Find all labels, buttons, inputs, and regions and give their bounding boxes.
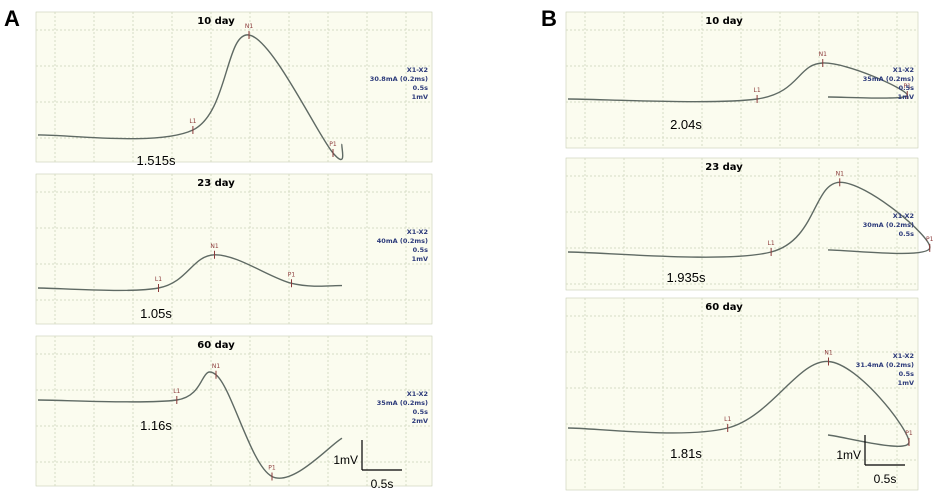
stimulus-info: X1-X2 [407,228,428,236]
panel-background [565,297,919,491]
stimulus-info: 30mA (0.2ms) [863,221,914,229]
marker-label: P1 [288,271,296,278]
marker-label: N1 [836,170,844,177]
day-label: 10 day [197,16,235,27]
stimulus-info: 30.8mA (0.2ms) [370,75,428,83]
marker-label: P1 [926,236,934,243]
marker-label: P1 [268,465,276,472]
scale-bar: 1mV 0.5s [333,440,402,491]
panel-background [565,157,919,291]
latency-label: 1.16s [140,418,172,433]
marker-label: P1 [905,430,913,437]
stimulus-info: 35mA (0.2ms) [377,399,428,407]
stimulus-info: 2mV [412,417,428,425]
day-label: 23 day [197,178,235,189]
panel-background [35,11,433,163]
marker-label: L1 [155,276,162,283]
marker-label: P1 [904,83,912,90]
scale-amplitude-label: 1mV [836,448,861,462]
scale-time-label: 0.5s [874,472,897,486]
stimulus-info: X1-X2 [407,390,428,398]
latency-label: 1.81s [670,446,702,461]
stimulus-info: 0.5s [413,84,429,92]
day-label: 10 day [705,16,743,27]
stimulus-info: X1-X2 [893,352,914,360]
stimulus-info: 1mV [898,93,914,101]
stimulus-info: 1mV [412,93,428,101]
stimulus-info: 0.5s [413,408,429,416]
stimulus-info: 40mA (0.2ms) [377,237,428,245]
scale-amplitude-label: 1mV [333,453,358,467]
panel-background [35,335,433,487]
scale-bar: 1mV 0.5s [836,435,905,486]
marker-label: N1 [819,51,827,58]
day-label: 60 day [197,340,235,351]
latency-label: 1.935s [666,270,706,285]
stimulus-info: 0.5s [413,246,429,254]
marker-label: L1 [768,240,775,247]
marker-label: N1 [824,350,832,357]
trace-line [567,181,931,258]
stimulus-info: X1-X2 [893,66,914,74]
panel-letter-b: B [541,6,557,31]
marker-label: L1 [754,87,761,94]
panel-background [35,173,433,325]
marker-label: P1 [329,141,337,148]
latency-label: 1.515s [136,153,176,168]
trace-line [567,360,910,447]
stimulus-info: 1mV [412,255,428,263]
stimulus-info: X1-X2 [893,212,914,220]
day-label: 60 day [705,302,743,313]
trace-line [567,62,909,103]
stimulus-info: 31.4mA (0.2ms) [856,361,914,369]
scale-time-label: 0.5s [371,477,394,491]
day-label: 23 day [705,162,743,173]
marker-label: N1 [210,243,218,250]
marker-label: L1 [724,416,731,423]
stimulus-info: X1-X2 [407,66,428,74]
stimulus-info: 1mV [898,379,914,387]
marker-label: L1 [173,388,180,395]
stimulus-info: 0.5s [899,230,915,238]
marker-label: N1 [212,363,220,370]
marker-label: N1 [245,23,253,30]
latency-label: 1.05s [140,306,172,321]
latency-label: 2.04s [670,117,702,132]
panel-letter-a: A [4,6,20,31]
trace-line [37,254,343,292]
stimulus-info: 0.5s [899,370,915,378]
stimulus-info: 0.5s [899,84,915,92]
stimulus-info: 35mA (0.2ms) [863,75,914,83]
panel-background [565,11,919,149]
marker-label: L1 [189,118,196,125]
